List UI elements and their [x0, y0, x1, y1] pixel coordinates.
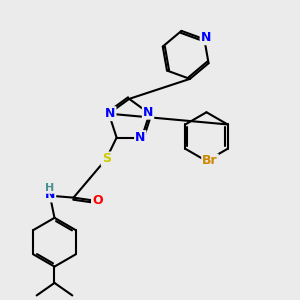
Text: H: H — [45, 183, 55, 193]
Text: N: N — [105, 107, 116, 120]
Text: Br: Br — [202, 154, 218, 167]
Text: N: N — [135, 131, 146, 144]
Text: N: N — [201, 31, 211, 44]
Text: N: N — [143, 106, 153, 119]
Text: S: S — [102, 152, 111, 166]
Text: O: O — [92, 194, 103, 207]
Text: N: N — [45, 188, 55, 202]
